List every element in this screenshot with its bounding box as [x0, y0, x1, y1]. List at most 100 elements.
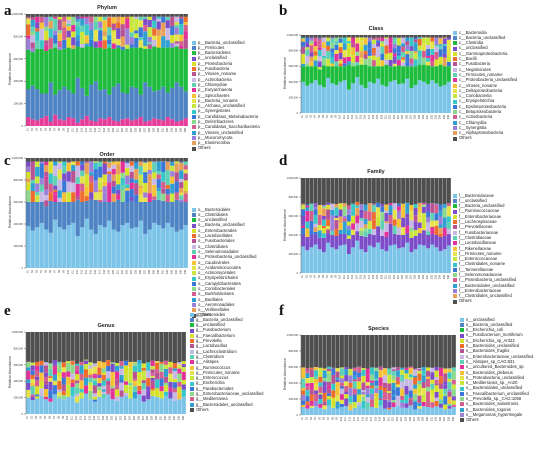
legend-swatch	[453, 278, 457, 283]
y-tick-label: 600,000	[289, 365, 299, 369]
bar-segment	[384, 231, 389, 237]
legend-swatch	[190, 386, 194, 391]
x-tick-label: S28	[414, 114, 417, 119]
bar-segment	[430, 379, 435, 384]
legend-swatch	[192, 260, 196, 265]
bar-segment	[53, 47, 58, 95]
bar-segment	[111, 14, 116, 17]
legend-label: c__Firmicutes_noname	[459, 71, 503, 77]
x-tick-label: S6	[323, 416, 326, 420]
bar-segment	[309, 35, 314, 38]
legend-label: p__Chlamydiae	[198, 81, 228, 87]
bar-segment	[48, 161, 53, 164]
bar-segment	[313, 223, 318, 228]
bar-segment	[30, 332, 35, 363]
bar-segment	[119, 379, 124, 383]
x-tick-label: S32	[166, 269, 169, 274]
bar-segment	[342, 244, 347, 273]
bar-segment	[102, 181, 107, 187]
bar-segment	[417, 373, 422, 381]
x-tick-label: S8	[57, 415, 60, 419]
x-tick-label: S23	[396, 416, 399, 421]
bar-segment	[367, 37, 372, 42]
x-tick-label: S10	[339, 114, 342, 119]
bar-segment	[152, 16, 157, 21]
x-tick-label: S11	[343, 274, 346, 279]
bar-segment	[44, 14, 49, 17]
legend-swatch	[460, 333, 464, 338]
bar-segment	[322, 381, 327, 387]
x-tick-label: S4	[40, 127, 43, 131]
bar-segment	[351, 215, 356, 224]
bar-segment	[378, 405, 383, 415]
legend-swatch	[453, 136, 457, 141]
bar-segment	[35, 14, 40, 17]
bar-segment	[97, 332, 102, 362]
bar-segment	[141, 380, 146, 384]
bar-segment	[183, 21, 188, 25]
legend-item: c__Bacteria_unclassified	[453, 35, 517, 40]
bar-segment	[388, 43, 393, 50]
bar-segment	[365, 368, 370, 375]
bar-segment	[134, 183, 139, 195]
bar-segment	[326, 50, 331, 60]
legend-swatch	[453, 267, 457, 272]
bar-segment	[26, 389, 31, 398]
bar-segment	[413, 409, 418, 415]
bar-segment	[132, 362, 137, 366]
bar-segment	[150, 380, 155, 386]
bar-segment	[30, 382, 35, 387]
x-tick-label: S33	[439, 416, 442, 421]
bar-segment	[48, 82, 53, 122]
bar-segment	[301, 46, 306, 54]
bar-segment	[52, 374, 57, 381]
bar-segment	[88, 365, 93, 369]
bar-segment	[374, 401, 379, 408]
legend-label: Others	[198, 312, 211, 318]
bar-segment	[179, 199, 184, 202]
x-tick-label: S15	[361, 416, 364, 421]
legend-swatch	[460, 344, 464, 349]
bar-segment	[44, 176, 49, 180]
bar-segment	[443, 409, 448, 415]
bar-segment	[39, 40, 44, 49]
legend-label: g__Ruminococcus	[196, 364, 231, 370]
bar-segment	[48, 200, 53, 233]
legend-swatch	[190, 365, 194, 370]
bar-segment	[57, 332, 62, 362]
legend-swatch	[460, 370, 464, 375]
bar-segment	[430, 244, 435, 273]
legend-item: p__Fusobacteria	[192, 66, 260, 72]
legend-swatch	[192, 281, 196, 286]
bar-segment	[438, 236, 443, 252]
bar-segment	[317, 56, 322, 62]
bar-segment	[129, 165, 134, 169]
bar-segment	[30, 167, 35, 177]
bar-segment	[146, 362, 151, 371]
legend-label: c__Coriobacteriia	[459, 93, 492, 99]
bar-segment	[143, 82, 148, 122]
bar-segment	[84, 16, 89, 18]
bar-segment	[409, 50, 414, 59]
bar-segment	[30, 161, 35, 168]
bar-segment	[378, 377, 383, 386]
bar-segment	[395, 395, 400, 404]
x-tick-label: S14	[84, 415, 87, 420]
bar-segment	[359, 53, 364, 58]
bar-segment	[39, 222, 44, 268]
bar-segment	[359, 35, 364, 38]
bar-segment	[39, 28, 44, 41]
bar-segment	[66, 26, 71, 31]
bar-segment	[442, 57, 447, 63]
legend-item: s__Prevotella_sp._CAG:1058	[460, 396, 533, 402]
x-tick-label: S32	[166, 127, 169, 132]
bar-segment	[443, 369, 448, 374]
bar-segment	[417, 56, 422, 65]
bar-segment	[66, 161, 71, 163]
legend-label: o__Campylobacterales	[198, 280, 241, 286]
bar-segment	[326, 45, 331, 51]
bar-segment	[317, 204, 322, 215]
legend-label: Others	[466, 417, 479, 423]
bar-segment	[339, 367, 344, 369]
bar-segment	[421, 178, 426, 203]
